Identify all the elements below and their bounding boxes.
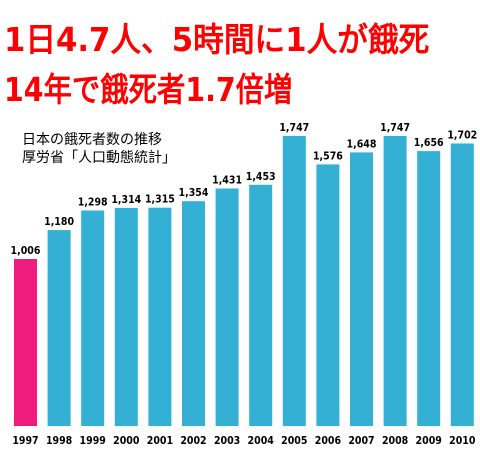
bar-2000 xyxy=(114,207,138,426)
bar-2002 xyxy=(182,201,205,426)
bars-group xyxy=(14,136,474,426)
chart-title: 日本の餓死者数の推移 xyxy=(22,132,162,148)
x-label-2000: 2000 xyxy=(113,435,140,447)
bar-1999 xyxy=(81,210,105,426)
bar-2003 xyxy=(215,188,239,426)
x-label-2008: 2008 xyxy=(382,435,408,447)
x-label-2007: 2007 xyxy=(348,435,374,447)
x-label-2010: 2010 xyxy=(449,435,476,447)
value-label-2005: 1,747 xyxy=(279,122,309,134)
x-label-2001: 2001 xyxy=(147,435,173,447)
value-label-1997: 1,006 xyxy=(11,245,41,257)
value-label-2009: 1,656 xyxy=(414,137,444,149)
value-label-2001: 1,315 xyxy=(145,194,175,206)
bar-2001 xyxy=(148,207,172,426)
bar-2008 xyxy=(383,136,407,426)
bar-2005 xyxy=(282,136,306,426)
x-label-2002: 2002 xyxy=(180,435,206,447)
value-label-1999: 1,298 xyxy=(78,197,108,209)
x-axis-labels-group: 1997 1998 1999 2000 2001 2002 2003 2004 2005 2006… xyxy=(12,435,476,447)
value-label-2003: 1,431 xyxy=(212,175,242,187)
bar-2009 xyxy=(417,151,441,426)
x-label-2006: 2006 xyxy=(315,435,342,447)
bar-1997 xyxy=(14,259,37,426)
headline-line-1: 1日4.7人、5時間に1人が餓死 xyxy=(4,20,430,59)
bar-2010 xyxy=(450,143,474,426)
x-label-2003: 2003 xyxy=(214,435,240,447)
value-label-2002: 1,354 xyxy=(179,187,209,199)
x-label-2009: 2009 xyxy=(416,435,442,447)
value-label-2007: 1,648 xyxy=(347,138,377,150)
bar-2006 xyxy=(316,164,340,426)
headline-line-2: 14年で餓死者1.7倍増 xyxy=(4,70,293,109)
value-label-2008: 1,747 xyxy=(380,122,410,134)
x-label-2005: 2005 xyxy=(281,435,307,447)
x-label-1998: 1998 xyxy=(46,435,72,447)
value-label-2010: 1,702 xyxy=(447,130,477,142)
value-label-2004: 1,453 xyxy=(246,171,276,183)
value-label-2000: 1,314 xyxy=(111,194,141,206)
bar-2004 xyxy=(249,184,273,426)
value-label-2006: 1,576 xyxy=(313,150,343,162)
value-label-1998: 1,180 xyxy=(44,216,74,228)
chart-source: 厚労省「人口動態統計」 xyxy=(22,150,176,166)
x-label-1997: 1997 xyxy=(12,435,38,447)
bar-1998 xyxy=(47,230,71,426)
x-label-2004: 2004 xyxy=(248,435,275,447)
x-label-1999: 1999 xyxy=(80,435,106,447)
bar-2007 xyxy=(350,152,373,426)
